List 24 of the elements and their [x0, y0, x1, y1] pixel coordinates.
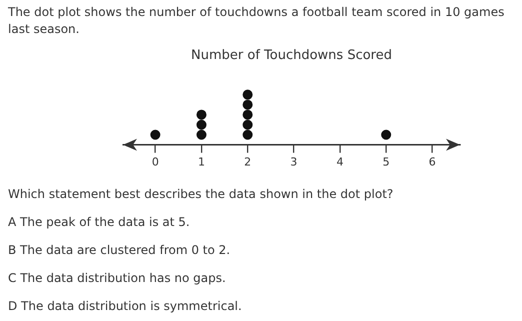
point — [242, 120, 253, 130]
text: D The data distribution is symmetrical. — [8, 298, 243, 315]
text: Which statement best describes the data shown in the dot plot? — [8, 186, 394, 203]
point — [196, 120, 206, 130]
point — [150, 130, 160, 140]
text: B The data are clustered from 0 to 2. — [8, 242, 232, 259]
x-tick-label: 5 — [382, 155, 390, 168]
point — [381, 130, 392, 140]
text: C The data distribution has no gaps. — [8, 270, 227, 287]
point — [242, 130, 253, 140]
point — [242, 110, 253, 120]
text: The dot plot shows the number of touchdowns a football team scored in 10 games last season. — [8, 4, 506, 38]
x-tick-label: 1 — [198, 155, 205, 168]
point — [196, 130, 206, 140]
point — [196, 110, 206, 120]
x-tick-label: 3 — [290, 155, 298, 168]
x-tick-label: 0 — [152, 155, 159, 168]
point — [242, 100, 253, 110]
chart-title: Number of Touchdowns Scored — [191, 48, 392, 64]
point — [242, 90, 253, 100]
x-tick-label: 2 — [244, 155, 252, 168]
x-tick-label: 4 — [336, 155, 344, 168]
x-tick-label: 6 — [428, 155, 436, 168]
text: A The peak of the data is at 5. — [8, 214, 191, 231]
